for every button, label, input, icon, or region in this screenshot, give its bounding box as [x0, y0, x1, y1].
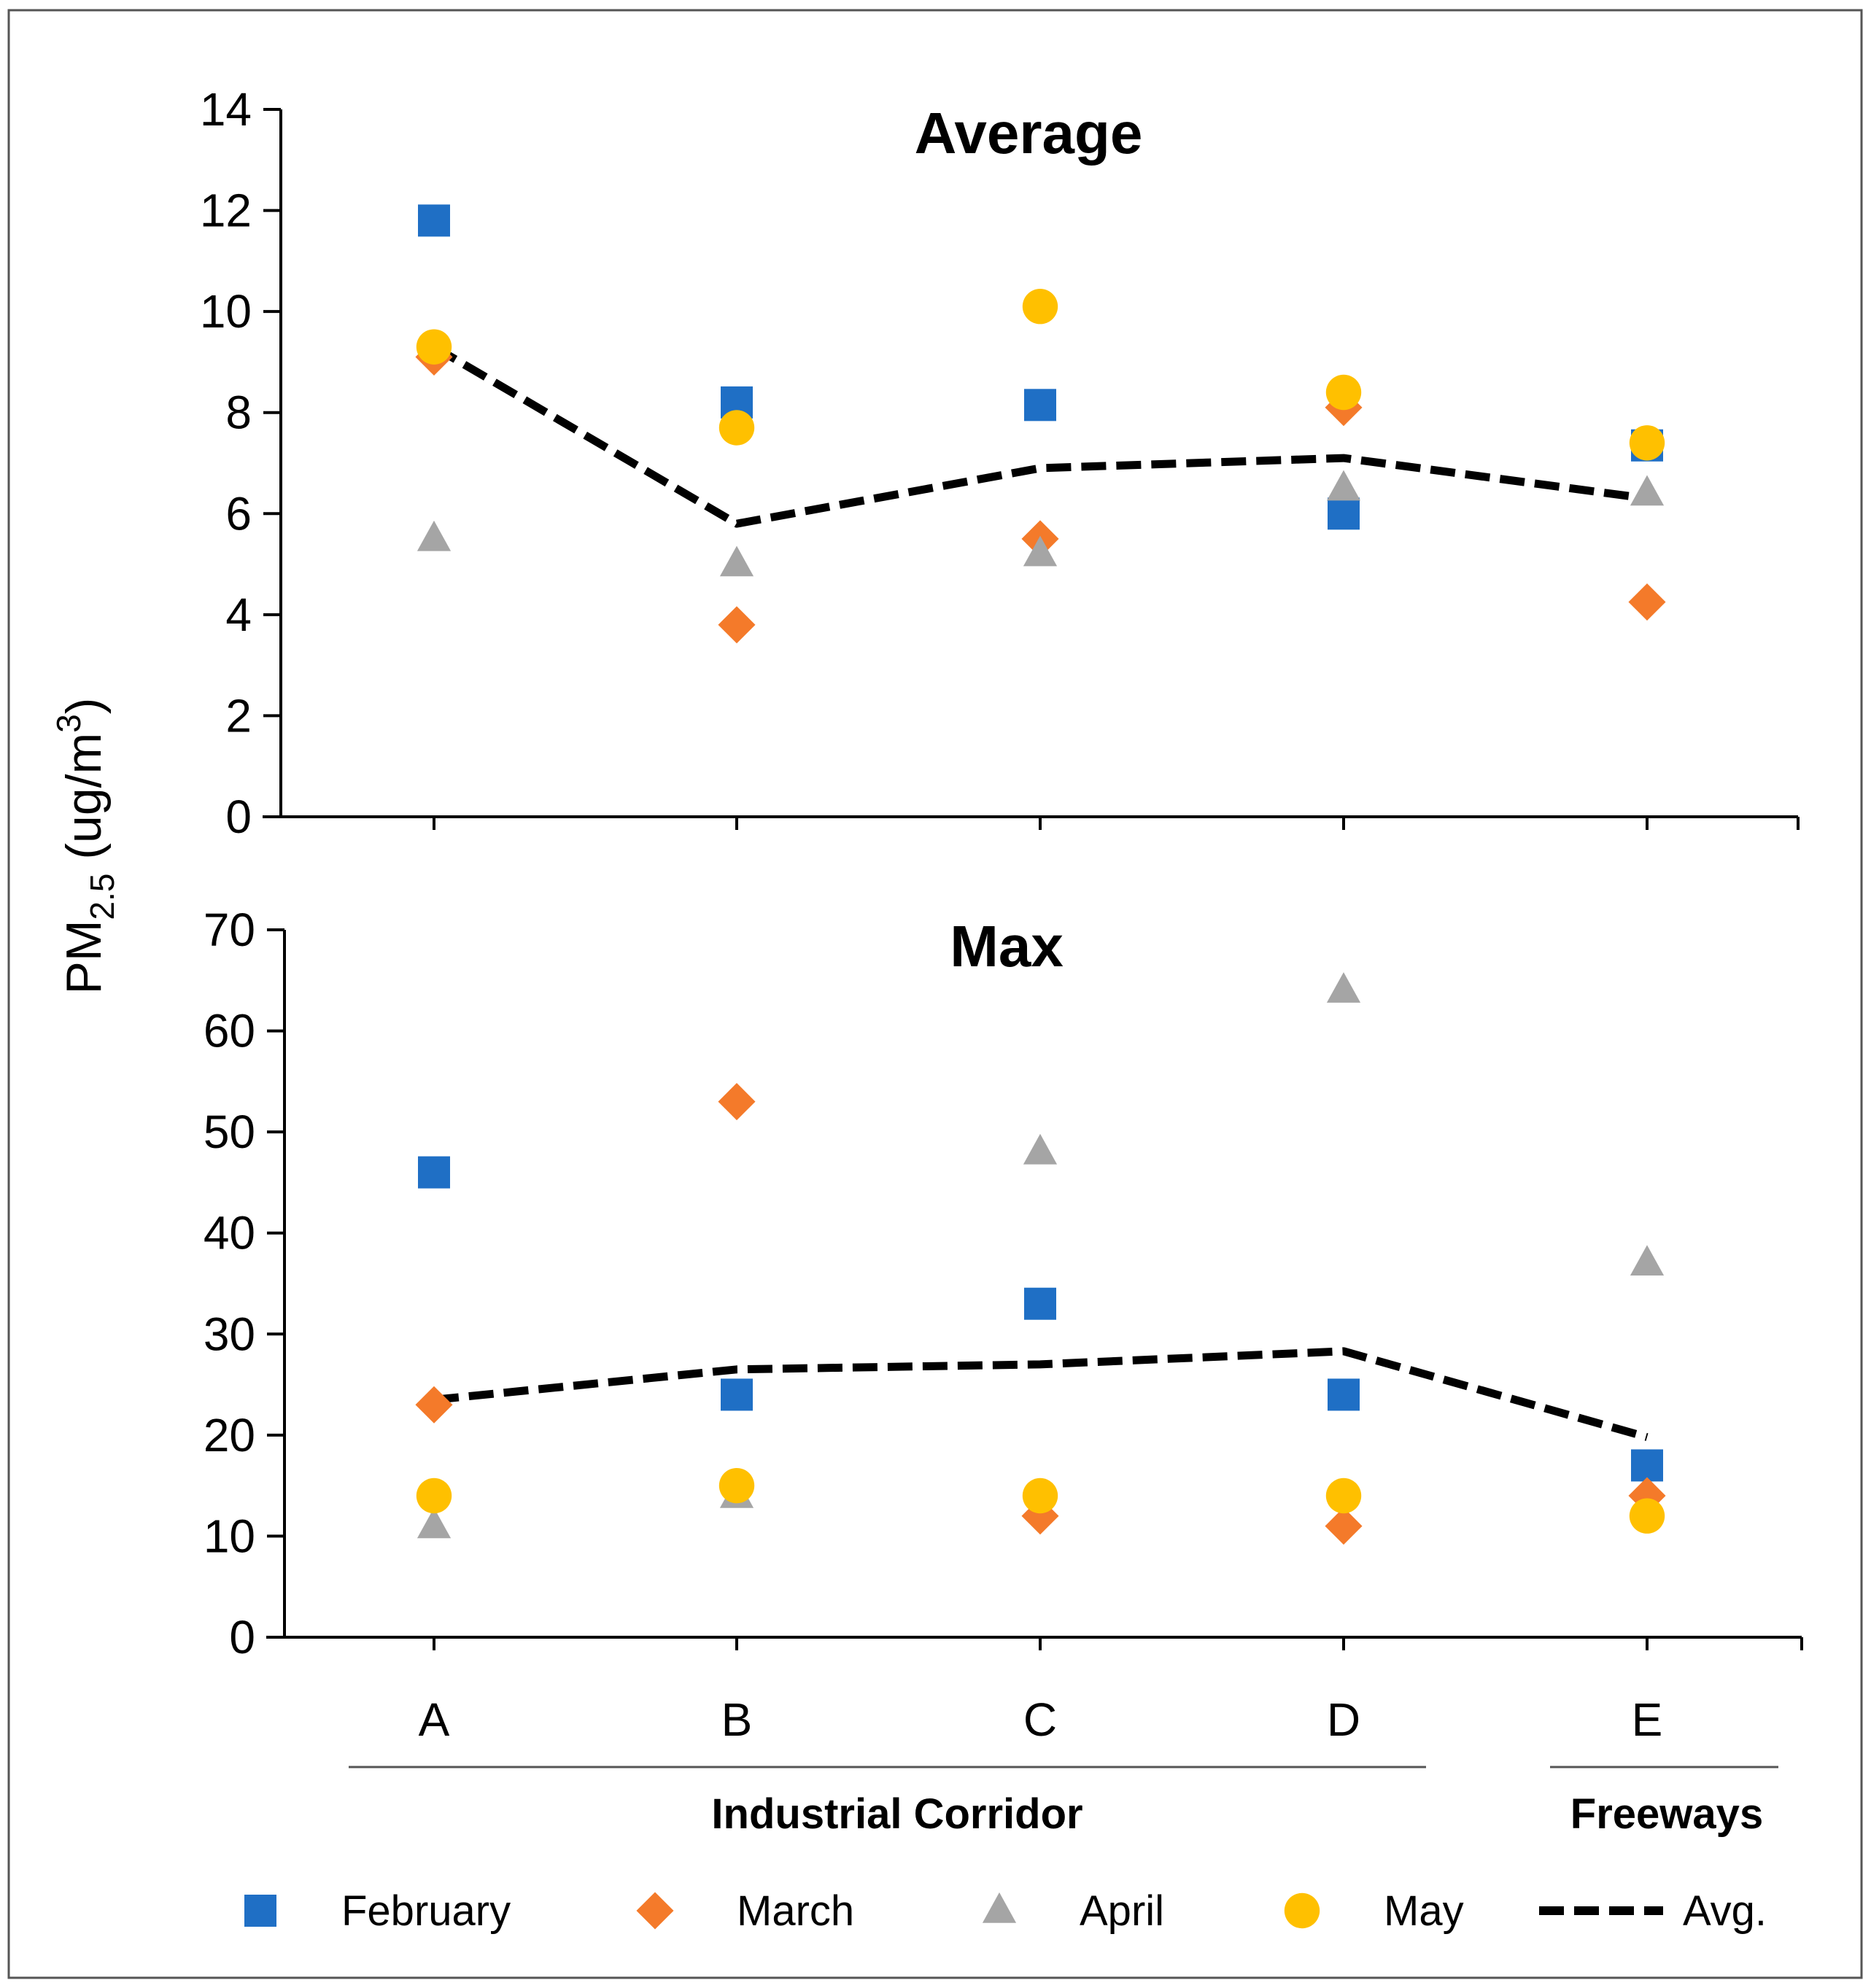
average-april-point-b: [719, 545, 754, 577]
average-may-point-b: [718, 410, 755, 446]
category-label-b: B: [721, 1693, 753, 1746]
average-february-point-d: [1328, 497, 1360, 530]
average-may-point-d: [1325, 374, 1362, 411]
category-label-a: A: [419, 1693, 450, 1746]
max-y-tick-label: 10: [204, 1510, 255, 1562]
legend-label-avg: Avg.: [1683, 1887, 1767, 1935]
average-y-tick-label: 6: [225, 487, 252, 540]
average-may-point-e: [1629, 425, 1665, 461]
average-series-avg-line: [432, 343, 1648, 528]
max-february-point-e: [1631, 1449, 1663, 1482]
average-april-point-d: [1326, 470, 1361, 501]
average-march-point-b: [718, 606, 756, 644]
max-february-point-c: [1024, 1287, 1056, 1320]
max-march-point-a: [415, 1386, 453, 1424]
figure-border: [7, 9, 1863, 1979]
average-y-tick-label: 4: [225, 589, 252, 641]
y-axis-label-superscript: 3: [50, 714, 88, 733]
legend-marker-april: [982, 1892, 1017, 1923]
max-y-tick-label: 60: [204, 1005, 255, 1057]
legend-label-february: February: [341, 1887, 511, 1935]
max-y-tick-label: 50: [204, 1106, 255, 1158]
legend-marker-may: [1284, 1892, 1320, 1929]
legend-marker-march: [636, 1892, 674, 1930]
group-label-industrial-corridor: Industrial Corridor: [711, 1790, 1082, 1838]
max-april-point-e: [1630, 1245, 1665, 1276]
max-march-point-b: [718, 1083, 756, 1121]
average-february-point-a: [418, 204, 450, 237]
average-april-point-c: [1023, 535, 1058, 567]
legend-marker-february: [244, 1895, 276, 1927]
average-y-tick-label: 0: [225, 791, 252, 843]
max-april-point-a: [417, 1507, 452, 1539]
legend-label-march: March: [737, 1887, 854, 1935]
y-axis-label: PM2.5 (ug/m3): [50, 698, 121, 995]
max-panel-title: Max: [950, 914, 1064, 979]
category-label-e: E: [1632, 1693, 1663, 1746]
y-axis-label-prefix: PM: [56, 920, 112, 994]
legend-label-may: May: [1384, 1887, 1464, 1935]
max-february-point-d: [1328, 1378, 1360, 1411]
legend-label-april: April: [1080, 1887, 1164, 1935]
average-y-tick-label: 12: [200, 185, 252, 237]
y-axis-label-close: ): [56, 698, 112, 715]
average-may-point-c: [1022, 289, 1058, 325]
max-y-tick-label: 70: [204, 904, 255, 956]
max-may-point-b: [718, 1467, 755, 1504]
max-april-point-c: [1023, 1133, 1058, 1165]
average-april-point-a: [417, 520, 452, 551]
average-y-tick-label: 8: [225, 387, 252, 439]
max-may-point-e: [1629, 1498, 1665, 1534]
group-label-freeways: Freeways: [1570, 1790, 1763, 1838]
max-y-tick-label: 0: [229, 1611, 255, 1663]
max-may-point-c: [1022, 1478, 1058, 1514]
category-groups: Industrial Corridor Freeways: [349, 1766, 1778, 1838]
category-label-c: C: [1023, 1693, 1057, 1746]
average-panel: 0 2 4 6 8 10 12 14 Average: [200, 83, 1800, 843]
average-panel-title: Average: [915, 101, 1143, 166]
y-axis-label-subscript: 2.5: [83, 874, 121, 920]
max-panel: 0 10 20 30 40 50 60 70 Max: [204, 904, 1803, 1663]
average-march-point-e: [1628, 583, 1666, 621]
average-february-point-c: [1024, 389, 1056, 422]
max-series-avg-line: [433, 1347, 1649, 1441]
average-april-point-e: [1630, 475, 1665, 506]
y-axis-label-unit: (ug/m: [56, 733, 112, 874]
max-february-point-b: [721, 1378, 753, 1411]
average-y-tick-label: 14: [200, 83, 252, 136]
legend: February March April May Avg.: [244, 1887, 1767, 1935]
max-y-tick-label: 20: [204, 1409, 255, 1461]
category-axis: A B C D E: [419, 1693, 1663, 1746]
average-may-point-a: [416, 329, 452, 365]
average-y-tick-label: 2: [225, 689, 252, 742]
max-may-point-d: [1325, 1478, 1362, 1514]
category-label-d: D: [1327, 1693, 1360, 1746]
max-march-point-d: [1325, 1507, 1363, 1545]
average-y-tick-label: 10: [200, 285, 252, 338]
max-april-point-d: [1326, 972, 1361, 1003]
max-y-tick-label: 40: [204, 1207, 255, 1259]
max-y-tick-label: 30: [204, 1308, 255, 1360]
max-may-point-a: [416, 1478, 452, 1514]
max-february-point-a: [418, 1156, 450, 1189]
